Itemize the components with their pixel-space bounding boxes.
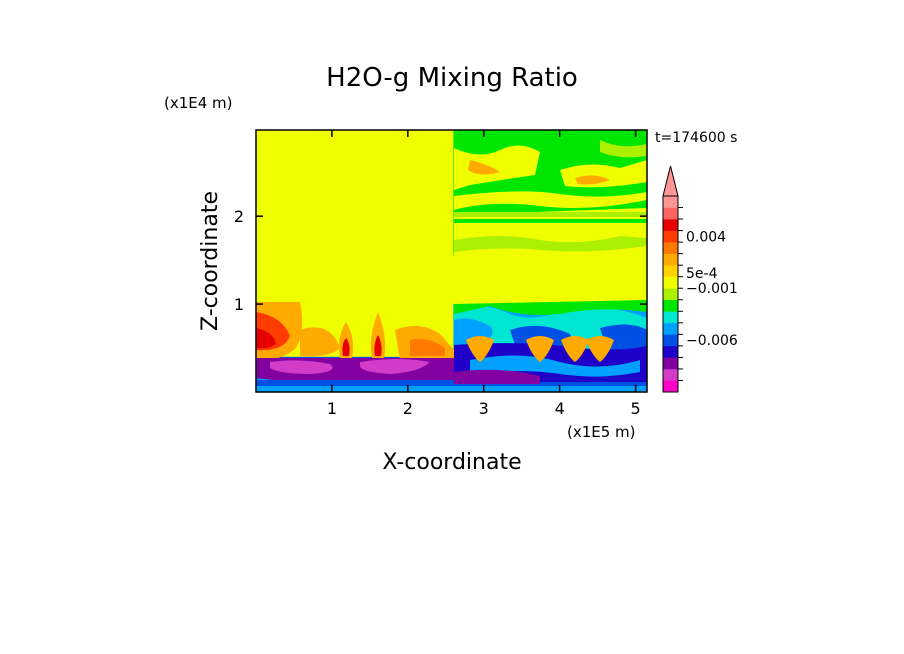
- field-contour: [270, 360, 333, 374]
- colorbar-extend-arrow: [662, 165, 679, 197]
- y-ticks: 12: [234, 207, 647, 314]
- y-tick-label: 2: [234, 207, 244, 226]
- field-contour: [600, 140, 647, 158]
- colorbar-swatch: [663, 288, 678, 301]
- plot-frame: [255, 129, 648, 393]
- x-tick-label: 5: [631, 399, 641, 418]
- field-contour: [561, 336, 589, 362]
- colorbar: 0.004 5e-4−0.001 −0.006: [662, 165, 738, 393]
- x-axis-label: X-coordinate: [382, 450, 521, 475]
- field-contour: [468, 160, 500, 175]
- colorbar-swatch: [663, 242, 678, 254]
- colorbar-swatch: [663, 345, 678, 358]
- time-label: t=174600 s: [655, 130, 737, 146]
- field-contour: [470, 355, 640, 377]
- field-contour: [256, 386, 647, 392]
- colorbar-swatch: [663, 230, 678, 243]
- y-scale-label: (x1E4 m): [164, 94, 233, 112]
- colorbar-swatch: [663, 311, 678, 324]
- field-contour: [454, 219, 647, 223]
- colorbar-swatch: [663, 276, 678, 289]
- colorbar-swatch: [663, 253, 678, 266]
- colorbar-label: 0.004: [686, 229, 726, 245]
- field-contour: [586, 336, 614, 362]
- colorbar-swatch: [663, 368, 678, 381]
- chart-title: H2O-g Mixing Ratio: [326, 63, 578, 93]
- colorbar-swatch: [663, 207, 678, 220]
- field-contour: [300, 327, 340, 357]
- colorbar-swatch: [663, 334, 678, 347]
- field-contour: [454, 145, 540, 190]
- colorbar-label: 5e-4: [686, 266, 718, 282]
- x-scale-label: (x1E5 m): [567, 423, 636, 441]
- field-contour: [360, 359, 430, 374]
- x-tick-label: 2: [403, 399, 413, 418]
- y-axis-label: Z-coordinate: [198, 191, 223, 331]
- field-contour: [256, 328, 276, 349]
- field-contour: [575, 175, 610, 185]
- colorbar-label: −0.001: [686, 281, 738, 297]
- heatmap-field: [256, 130, 647, 392]
- field-contour: [410, 339, 445, 356]
- field-contour: [466, 336, 494, 362]
- x-tick-label: 1: [327, 399, 337, 418]
- field-contour: [454, 191, 647, 210]
- x-ticks: 1 2 3 4 5: [327, 130, 641, 418]
- x-tick-label: 3: [479, 399, 489, 418]
- colorbar-swatch: [663, 299, 678, 312]
- field-contour: [454, 300, 647, 315]
- field-contour: [454, 212, 647, 217]
- colorbar-frame: [662, 195, 679, 393]
- field-contour: [454, 236, 647, 252]
- colorbar-swatch: [663, 219, 678, 231]
- colorbar-label: −0.006: [686, 333, 738, 349]
- field-contour: [526, 336, 554, 362]
- colorbar-swatch: [663, 357, 678, 370]
- colorbar-swatch: [663, 322, 678, 335]
- colorbar-swatch: [663, 265, 678, 278]
- field-contour: [342, 338, 350, 356]
- colorbar-swatch: [663, 196, 678, 208]
- y-tick-label: 1: [234, 295, 244, 314]
- field-contour: [374, 335, 382, 356]
- field-contour: [454, 369, 540, 384]
- colorbar-swatch: [663, 380, 678, 393]
- x-tick-label: 4: [555, 399, 565, 418]
